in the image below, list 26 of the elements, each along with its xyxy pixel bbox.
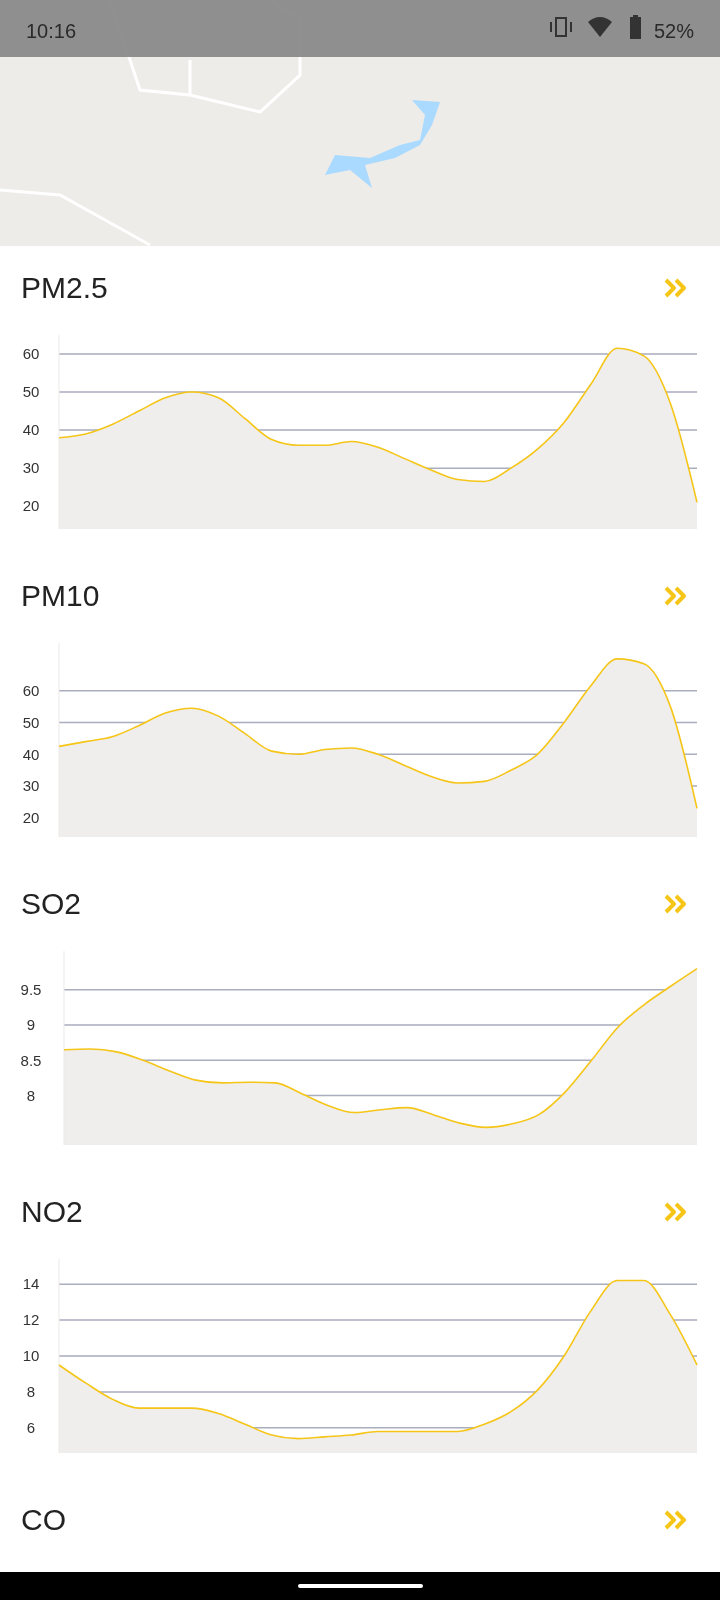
y-tick-label: 10	[22, 1347, 40, 1365]
y-tick-label: 8	[26, 1383, 36, 1401]
y-tick-label: 12	[22, 1311, 40, 1329]
y-tick-label: 20	[22, 497, 40, 515]
text: 10:16	[26, 20, 77, 42]
text: 52%	[653, 20, 695, 42]
y-tick-label: 30	[22, 459, 40, 477]
y-tick-label: 20	[22, 809, 40, 827]
y-tick-label: 8.5	[20, 1051, 42, 1069]
y-tick-label: 14	[22, 1275, 40, 1293]
chart-title: NO2	[21, 1195, 83, 1228]
chart-title: SO2	[21, 887, 82, 920]
y-tick-label: 60	[22, 681, 40, 699]
text: CO	[21, 1503, 66, 1536]
y-tick-label: 60	[22, 345, 40, 363]
y-tick-label: 50	[22, 383, 40, 401]
y-tick-label: 9	[26, 1016, 36, 1034]
y-tick-label: 8	[26, 1086, 36, 1104]
y-tick-label: 40	[22, 745, 40, 763]
chart-title: PM2.5	[21, 271, 108, 304]
y-tick-label: 50	[22, 713, 40, 731]
y-tick-label: 40	[22, 421, 40, 439]
y-tick-label: 9.5	[20, 981, 42, 999]
y-tick-label: 6	[26, 1419, 36, 1437]
chart-title: PM10	[21, 579, 100, 612]
y-tick-label: 30	[22, 777, 40, 795]
